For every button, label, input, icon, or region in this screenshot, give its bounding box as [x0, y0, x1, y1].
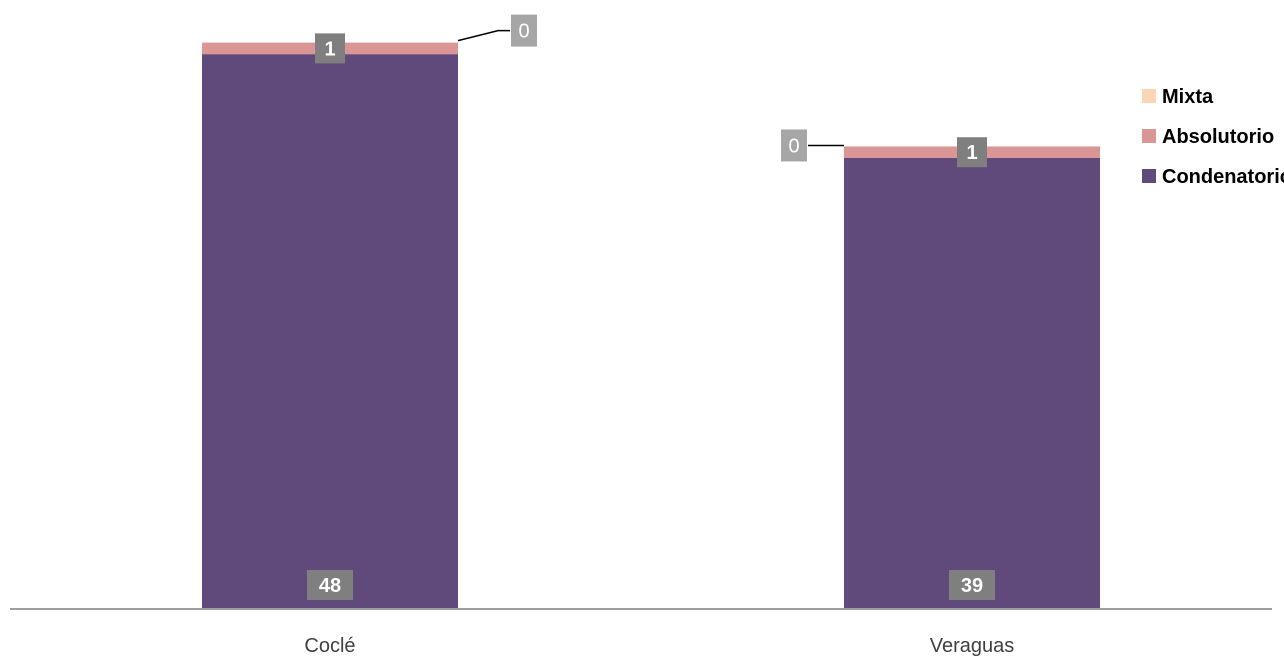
data-label-mixta-cocle: 0	[518, 21, 529, 43]
data-label-absolutorio-veraguas-box	[957, 137, 987, 168]
data-label-mixta-cocle-box	[511, 14, 537, 47]
bar-condenatorio-veraguas	[844, 158, 1100, 608]
legend-swatch-absolutorio	[1142, 129, 1156, 143]
data-label-absolutorio-cocle-box	[315, 33, 345, 64]
legend-label-mixta: Mixta	[1162, 86, 1214, 108]
data-label-condenatorio-cocle: 48	[319, 575, 341, 597]
bar-condenatorio-cocle	[202, 54, 458, 608]
legend-swatch-condenatorio	[1142, 169, 1156, 183]
x-tick-label-veraguas: Veraguas	[930, 635, 1015, 657]
x-tick-label-cocle: Coclé	[304, 635, 355, 657]
data-label-absolutorio-veraguas: 1	[966, 142, 977, 164]
data-label-condenatorio-veraguas-box	[949, 570, 995, 600]
data-label-mixta-veraguas: 0	[788, 135, 799, 157]
legend-label-absolutorio: Absolutorio	[1162, 126, 1274, 148]
data-label-mixta-veraguas-box	[781, 129, 807, 162]
legend-label-condenatorio: Condenatorio	[1162, 166, 1284, 188]
data-label-condenatorio-cocle-box	[307, 570, 353, 600]
leader-line-mixta-cocle	[457, 29, 510, 42]
data-label-condenatorio-veraguas: 39	[961, 575, 983, 597]
data-label-absolutorio-cocle: 1	[324, 38, 335, 60]
legend-swatch-mixta	[1142, 89, 1156, 103]
